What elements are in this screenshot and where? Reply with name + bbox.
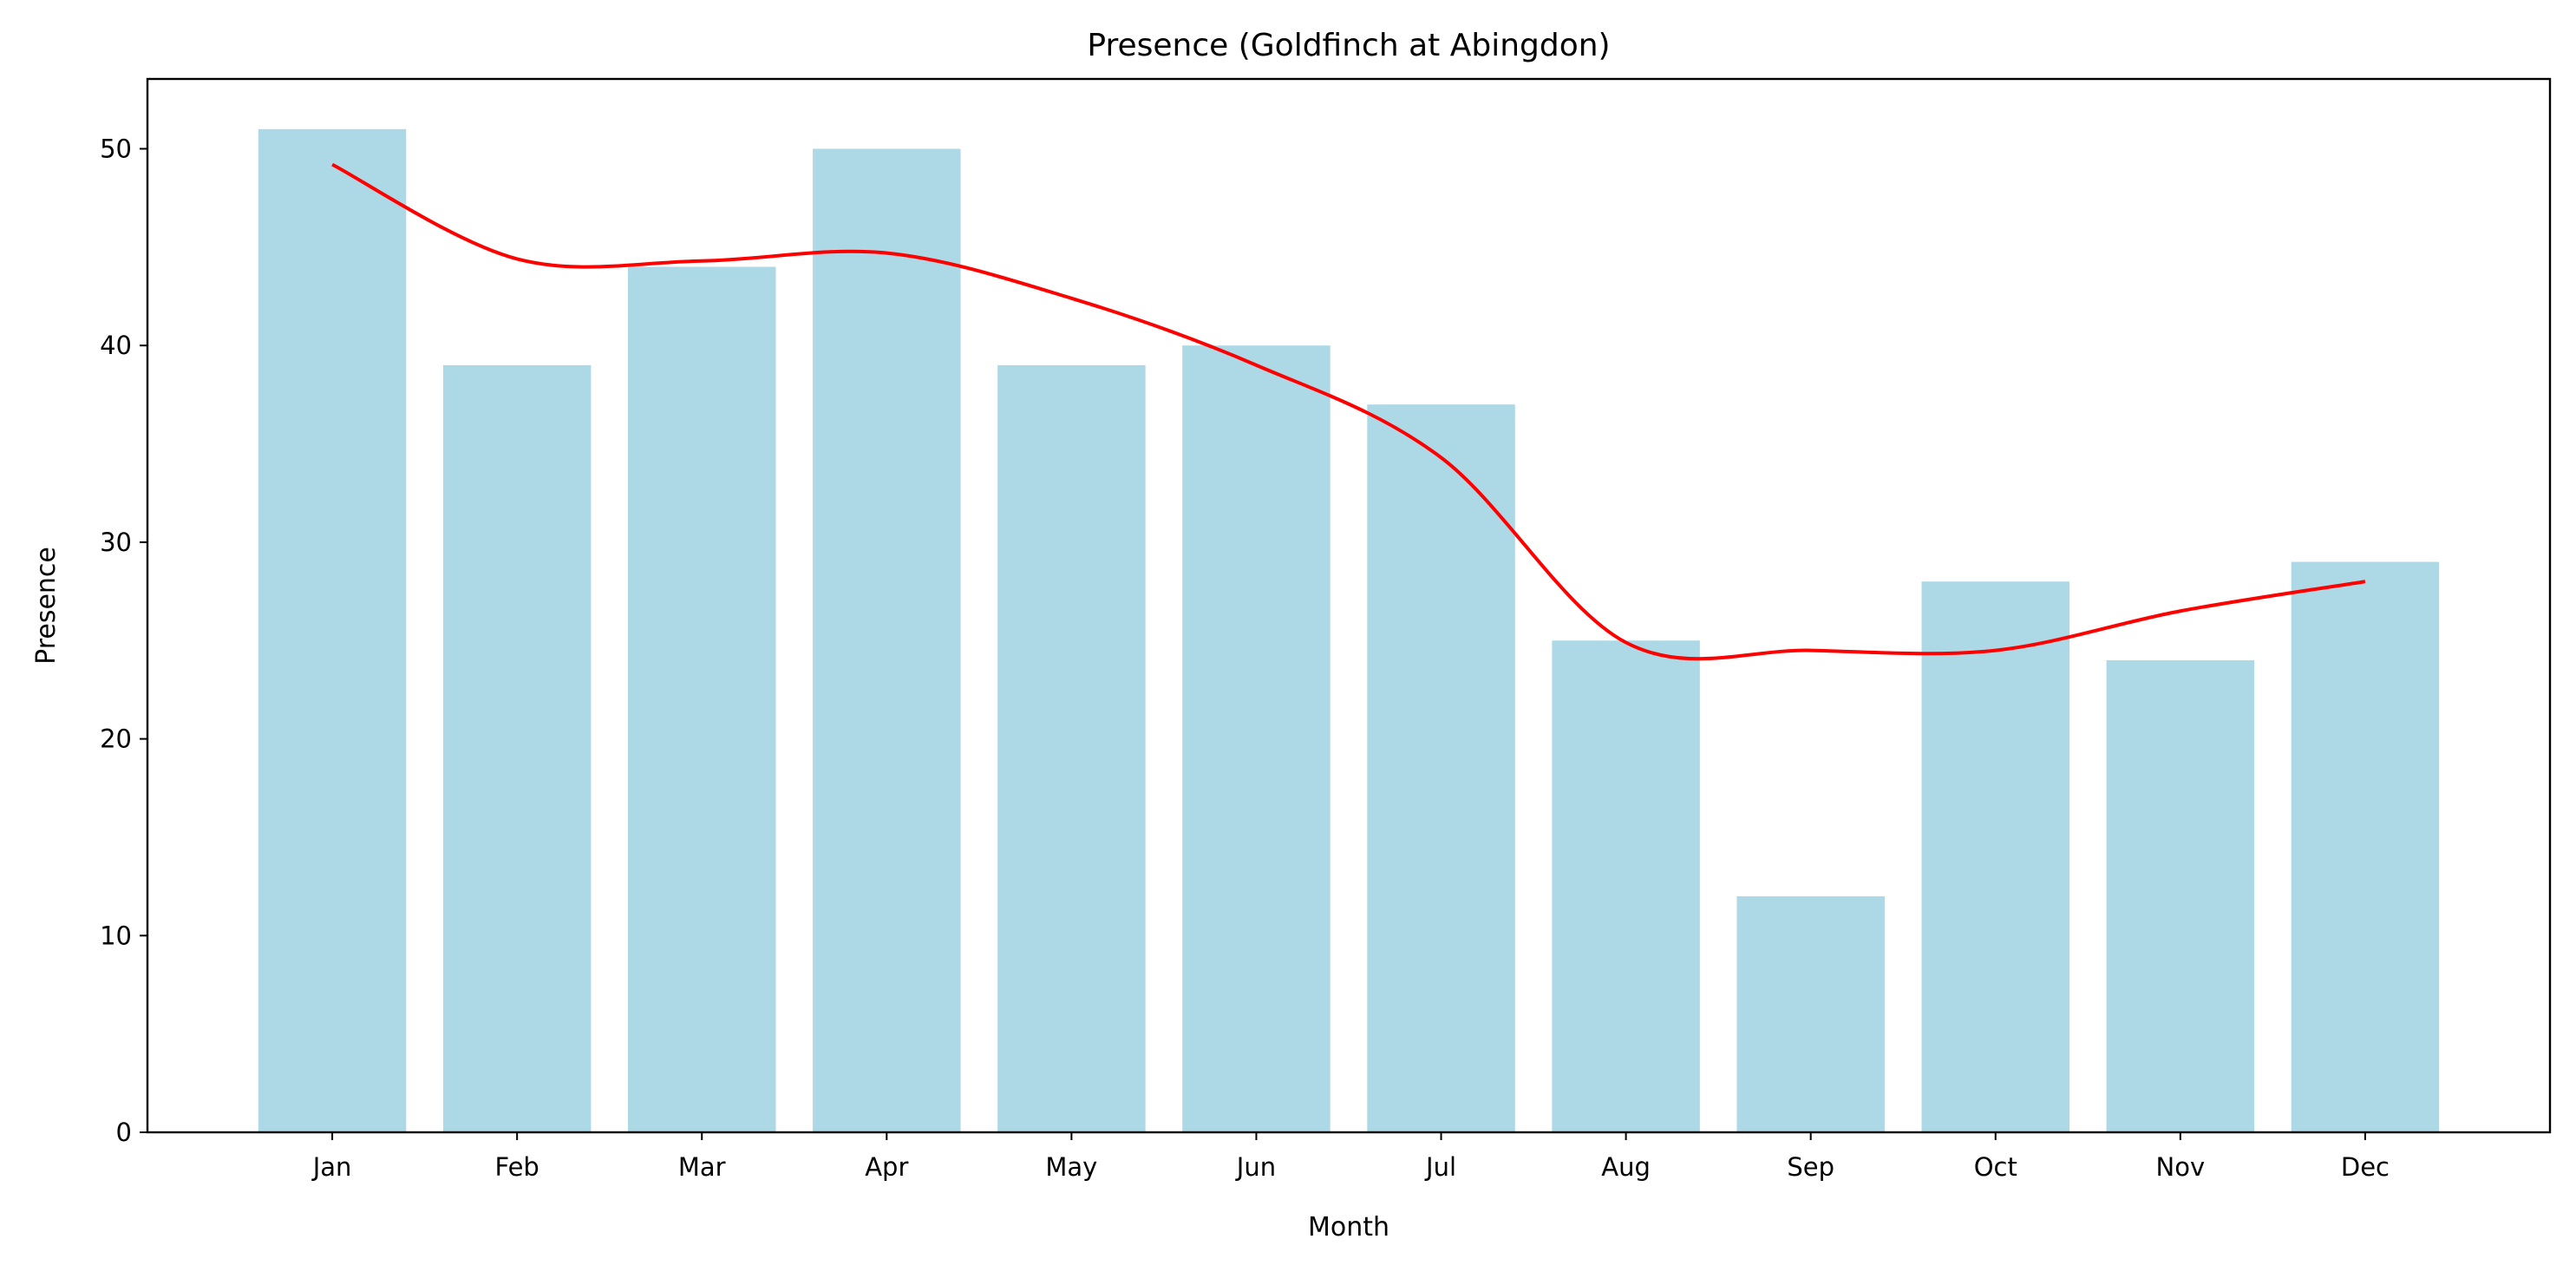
y-tick-label: 20	[100, 725, 132, 754]
x-tick-label: Oct	[1974, 1152, 2017, 1182]
y-tick-label: 50	[100, 134, 132, 163]
bars-group	[258, 128, 2440, 1132]
y-tick-label: 10	[100, 921, 132, 950]
bar-nov	[2106, 659, 2255, 1132]
x-axis-label: Month	[1308, 1212, 1389, 1242]
bar-oct	[1921, 581, 2069, 1132]
x-tick-label: Apr	[865, 1152, 908, 1182]
x-tick-label: May	[1045, 1152, 1097, 1182]
x-tick-label: Sep	[1787, 1152, 1834, 1182]
bar-mar	[628, 266, 776, 1132]
x-tick-label: Jun	[1235, 1152, 1276, 1182]
bar-feb	[442, 364, 592, 1132]
x-tick-label: Feb	[494, 1152, 539, 1182]
x-tick-label: Aug	[1601, 1152, 1651, 1182]
bar-apr	[813, 148, 961, 1132]
trend-line	[331, 162, 2366, 661]
bar-jan	[258, 128, 407, 1132]
bar-may	[997, 364, 1146, 1132]
y-axis-ticks: 0 10 20 30 40 50	[100, 134, 147, 1147]
x-tick-label: Jan	[311, 1152, 352, 1182]
trend-line-group	[331, 162, 2366, 661]
x-axis-ticks: Jan Feb Mar Apr May Jun Jul Aug Sep Oct Nov Dec	[311, 1132, 2390, 1182]
bar-aug	[1552, 640, 1700, 1132]
y-axis-label: Presence	[31, 547, 62, 665]
y-tick-label: 40	[100, 331, 132, 360]
bar-sep	[1736, 895, 1885, 1132]
axes-frame	[146, 77, 2552, 1134]
bar-jun	[1182, 345, 1330, 1132]
y-tick-label: 0	[116, 1118, 132, 1147]
x-tick-label: Dec	[2341, 1152, 2390, 1182]
y-tick-label: 30	[100, 528, 132, 557]
x-tick-label: Mar	[678, 1152, 726, 1182]
bar-jul	[1367, 404, 1515, 1132]
x-tick-label: Jul	[1424, 1152, 1456, 1182]
chart-title: Presence (Goldfinch at Abingdon)	[1087, 28, 1610, 63]
x-tick-label: Nov	[2156, 1152, 2206, 1182]
bar-dec	[2291, 561, 2440, 1132]
